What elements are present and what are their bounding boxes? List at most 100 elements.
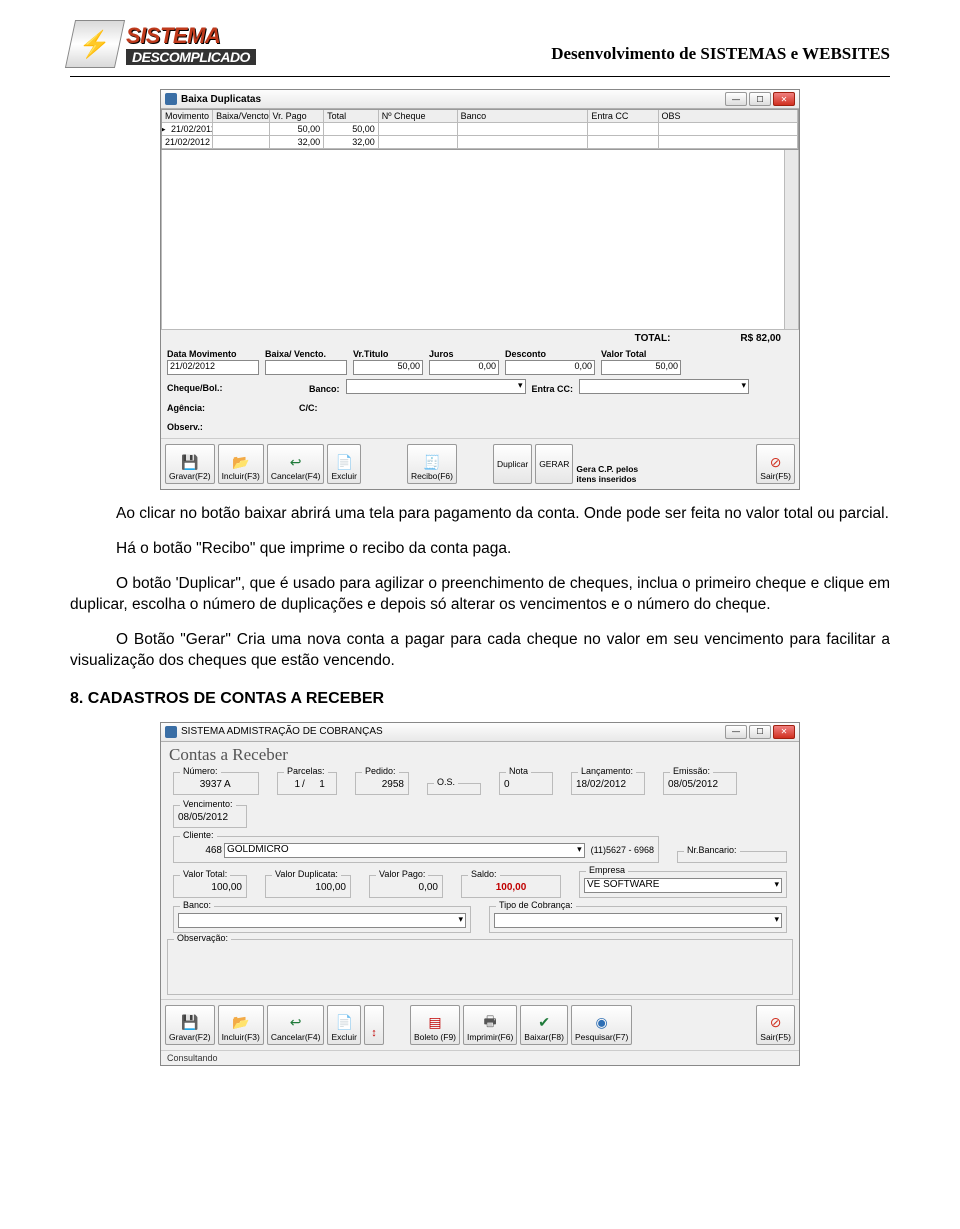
duplicatas-table: Movimento Baixa/Vencto Vr. Pago Total Nº… <box>161 109 799 150</box>
window-contas-receber: SISTEMA ADMISTRAÇÃO DE COBRANÇAS — ☐ ✕ C… <box>160 722 800 1066</box>
exit-icon: ⊘ <box>767 453 785 471</box>
sair-button[interactable]: ⊘Sair(F5) <box>756 1005 795 1045</box>
baixa-vencto-input[interactable] <box>265 360 347 375</box>
check-down-icon: ✔ <box>535 1014 553 1032</box>
observacao-input[interactable] <box>172 946 788 986</box>
page: ⚡ SISTEMA DESCOMPLICADO Desenvolvimento … <box>0 0 960 1106</box>
pedido-input[interactable]: 2958 <box>360 779 404 790</box>
duplicar-button[interactable]: Duplicar <box>493 444 532 484</box>
vr-titulo-input[interactable]: 50,00 <box>353 360 423 375</box>
cancelar-button[interactable]: ↩Cancelar(F4) <box>267 444 325 484</box>
sort-icon: ↕ <box>365 1024 383 1042</box>
data-movimento-input[interactable]: 21/02/2012 <box>167 360 259 375</box>
cliente-tel: (11)5627 - 6968 <box>591 845 654 855</box>
minimize-button[interactable]: — <box>725 92 747 106</box>
baixar-button[interactable]: ✔Baixar(F8) <box>520 1005 568 1045</box>
scrollbar[interactable] <box>784 150 798 329</box>
gravar-button[interactable]: 💾Gravar(F2) <box>165 444 215 484</box>
emissao-input[interactable]: 08/05/2012 <box>668 779 732 790</box>
delete-icon: 📄 <box>335 1014 353 1032</box>
nota-input[interactable]: 0 <box>504 779 548 790</box>
total-value: R$ 82,00 <box>740 333 781 344</box>
entra-cc-select[interactable] <box>579 379 749 394</box>
paragraph-2: Há o botão "Recibo" que imprime o recibo… <box>70 539 890 560</box>
valor-total-input[interactable]: 50,00 <box>601 360 681 375</box>
minimize-button[interactable]: — <box>725 725 747 739</box>
window-title: Baixa Duplicatas <box>181 94 261 105</box>
sair-button[interactable]: ⊘Sair(F5) <box>756 444 795 484</box>
window-baixa-duplicatas: Baixa Duplicatas — ☐ ✕ Movimento Baixa/V… <box>160 89 800 490</box>
page-header: ⚡ SISTEMA DESCOMPLICADO Desenvolvimento … <box>70 20 890 68</box>
numero-input[interactable]: 3937 <box>178 779 222 790</box>
col-banco: Banco <box>458 110 589 123</box>
table-row[interactable]: ▸21/02/2012 50,00 50,00 <box>162 123 798 136</box>
app-icon <box>165 726 177 738</box>
gera-cp-label: Gera C.P. pelos itens inseridos <box>576 465 638 484</box>
pesquisar-button[interactable]: ◉Pesquisar(F7) <box>571 1005 632 1045</box>
parcela1-input[interactable]: 1 <box>282 779 300 790</box>
button-bar: 💾Gravar(F2) 📂Incluir(F3) ↩Cancelar(F4) 📄… <box>161 438 799 489</box>
empresa-select[interactable]: VE SOFTWARE <box>584 878 782 893</box>
gravar-button[interactable]: 💾Gravar(F2) <box>165 1005 215 1045</box>
logo-line2: DESCOMPLICADO <box>126 49 256 65</box>
table-row[interactable]: 21/02/2012 32,00 32,00 <box>162 136 798 149</box>
vencimento-input[interactable]: 08/05/2012 <box>178 812 242 823</box>
heading-8: 8. CADASTROS DE CONTAS A RECEBER <box>70 690 890 708</box>
cancelar-button[interactable]: ↩Cancelar(F4) <box>267 1005 325 1045</box>
folder-open-icon: 📂 <box>232 1014 250 1032</box>
maximize-button[interactable]: ☐ <box>749 92 771 106</box>
valor-pago-input[interactable]: 0,00 <box>374 882 438 893</box>
desconto-input[interactable]: 0,00 <box>505 360 595 375</box>
banco-select[interactable] <box>346 379 526 394</box>
cliente-nome-select[interactable]: GOLDMICRO <box>224 843 585 858</box>
valor-duplicata-input[interactable]: 100,00 <box>270 882 346 893</box>
maximize-button[interactable]: ☐ <box>749 725 771 739</box>
window-title: SISTEMA ADMISTRAÇÃO DE COBRANÇAS <box>181 726 383 737</box>
cliente-cod-input[interactable]: 468 <box>178 845 222 856</box>
cheque-bol-input[interactable] <box>243 379 303 394</box>
paragraph-1: Ao clicar no botão baixar abrirá uma tel… <box>70 504 890 525</box>
numero-suf-input[interactable]: A <box>224 779 242 790</box>
boleto-icon: ▤ <box>426 1014 444 1032</box>
updown-button[interactable]: ↕ <box>364 1005 384 1045</box>
print-icon: 🖶 <box>481 1014 499 1032</box>
banco-select[interactable] <box>178 913 466 928</box>
window-subtitle: Contas a Receber <box>161 742 799 768</box>
observ-input[interactable] <box>223 417 793 432</box>
valor-total-input[interactable]: 100,00 <box>178 882 242 893</box>
tipo-cobranca-select[interactable] <box>494 913 782 928</box>
table-header: Movimento Baixa/Vencto Vr. Pago Total Nº… <box>162 110 798 123</box>
exit-icon: ⊘ <box>767 1014 785 1032</box>
logo-line1: SISTEMA <box>126 23 256 49</box>
excluir-button[interactable]: 📄Excluir <box>327 444 361 484</box>
total-label: TOTAL: <box>635 333 671 344</box>
status-bar: Consultando <box>161 1050 799 1065</box>
titlebar: SISTEMA ADMISTRAÇÃO DE COBRANÇAS — ☐ ✕ <box>161 723 799 742</box>
incluir-button[interactable]: 📂Incluir(F3) <box>218 1005 264 1045</box>
agencia-input[interactable] <box>223 398 293 413</box>
imprimir-button[interactable]: 🖶Imprimir(F6) <box>463 1005 517 1045</box>
save-icon: 💾 <box>181 453 199 471</box>
button-bar: 💾Gravar(F2) 📂Incluir(F3) ↩Cancelar(F4) 📄… <box>161 999 799 1050</box>
recibo-button[interactable]: 🧾Recibo(F6) <box>407 444 457 484</box>
paragraph-4: O Botão "Gerar" Cria uma nova conta a pa… <box>70 630 890 672</box>
close-button[interactable]: ✕ <box>773 92 795 106</box>
paragraph-3: O botão 'Duplicar", que é usado para agi… <box>70 574 890 616</box>
cc-input[interactable] <box>324 398 414 413</box>
parcela2-input[interactable]: 1 <box>307 779 325 790</box>
col-entra-cc: Entra CC <box>588 110 658 123</box>
excluir-button[interactable]: 📄Excluir <box>327 1005 361 1045</box>
lancamento-input[interactable]: 18/02/2012 <box>576 779 640 790</box>
incluir-button[interactable]: 📂Incluir(F3) <box>218 444 264 484</box>
header-rule <box>70 76 890 77</box>
total-row: TOTAL: R$ 82,00 <box>161 330 799 347</box>
juros-input[interactable]: 0,00 <box>429 360 499 375</box>
gerar-button[interactable]: GERAR <box>535 444 573 484</box>
col-total: Total <box>324 110 379 123</box>
close-button[interactable]: ✕ <box>773 725 795 739</box>
col-movimento: Movimento <box>162 110 213 123</box>
app-icon <box>165 93 177 105</box>
logo-icon: ⚡ <box>65 20 125 68</box>
boleto-button[interactable]: ▤Boleto (F9) <box>410 1005 460 1045</box>
search-icon: ◉ <box>593 1014 611 1032</box>
